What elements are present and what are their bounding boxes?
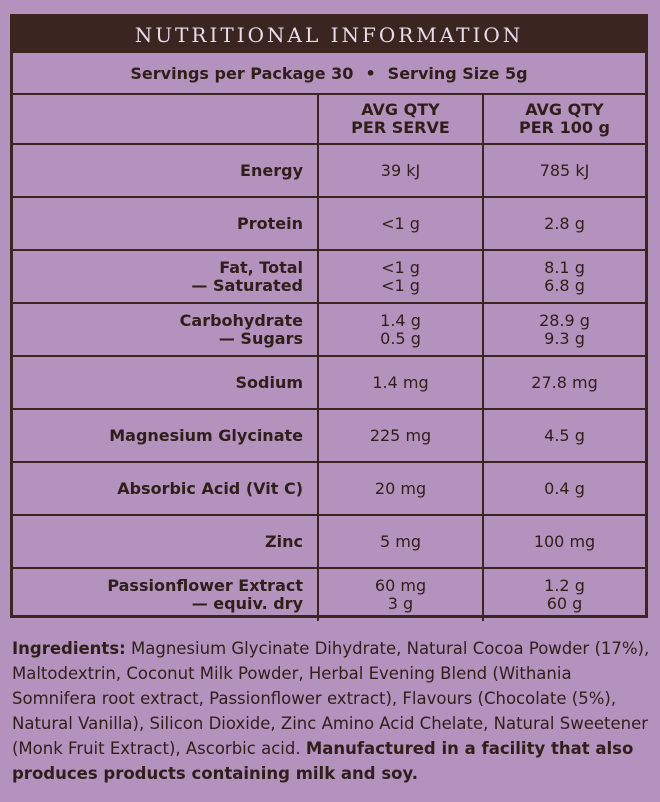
- header-blank: [13, 95, 319, 145]
- row-per-100g: 0.4 g: [482, 461, 645, 516]
- row-label: Zinc: [13, 514, 319, 569]
- row-per-serve: <1 g <1 g: [317, 249, 484, 304]
- table-row: Magnesium Glycinate 225 mg 4.5 g: [13, 408, 645, 463]
- row-per-100g: 8.1 g 6.8 g: [482, 249, 645, 304]
- header-per-100g: AVG QTY PER 100 g: [482, 95, 645, 145]
- row-per-100g-sub: 60 g: [546, 594, 583, 613]
- row-per-100g: 2.8 g: [482, 196, 645, 251]
- row-per-serve-main: 60 mg: [374, 576, 427, 595]
- row-per-serve-sub: <1 g: [381, 275, 420, 295]
- table-row: Carbohydrate — Sugars 1.4 g 0.5 g 28.9 g…: [13, 302, 645, 357]
- row-per-serve: 5 mg: [317, 514, 484, 569]
- ingredients-heading: Ingredients:: [12, 639, 126, 658]
- table-header-row: AVG QTY PER SERVE AVG QTY PER 100 g: [13, 95, 645, 145]
- row-label: Protein: [13, 196, 319, 251]
- row-label: Magnesium Glycinate: [13, 408, 319, 463]
- row-per-100g-sub: 9.3 g: [544, 328, 585, 348]
- row-per-serve: 225 mg: [317, 408, 484, 463]
- table-row: Fat, Total — Saturated <1 g <1 g 8.1 g 6…: [13, 249, 645, 304]
- row-per-serve-sub: 0.5 g: [380, 328, 421, 348]
- nutrition-table: AVG QTY PER SERVE AVG QTY PER 100 g Ener…: [13, 95, 645, 621]
- row-label: Passionflower Extract — equiv. dry: [13, 567, 319, 621]
- row-per-serve: <1 g: [317, 196, 484, 251]
- row-per-100g: 28.9 g 9.3 g: [482, 302, 645, 357]
- ingredients-paragraph: Ingredients: Magnesium Glycinate Dihydra…: [12, 636, 654, 786]
- row-label-sub: — Sugars: [218, 328, 303, 348]
- row-per-serve: 39 kJ: [317, 143, 484, 198]
- row-label: Fat, Total — Saturated: [13, 249, 319, 304]
- row-per-serve: 1.4 mg: [317, 355, 484, 410]
- row-per-100g-main: 28.9 g: [539, 310, 590, 330]
- row-label: Carbohydrate — Sugars: [13, 302, 319, 357]
- table-row: Sodium 1.4 mg 27.8 mg: [13, 355, 645, 410]
- nutrition-panel: NUTRITIONAL INFORMATION Servings per Pac…: [10, 14, 648, 621]
- row-per-100g-main: 8.1 g: [544, 257, 585, 277]
- table-row: Protein <1 g 2.8 g: [13, 196, 645, 251]
- servings-line: Servings per Package 30 • Serving Size 5…: [13, 53, 645, 95]
- servings-per-package: Servings per Package 30: [130, 63, 354, 83]
- row-label-sub: — Saturated: [191, 275, 303, 295]
- row-per-100g: 1.2 g 60 g: [482, 567, 645, 621]
- row-per-100g-main: 1.2 g: [544, 576, 585, 595]
- row-per-serve: 1.4 g 0.5 g: [317, 302, 484, 357]
- header-per-serve-line1: AVG QTY: [361, 100, 440, 119]
- row-label: Energy: [13, 143, 319, 198]
- row-per-100g: 27.8 mg: [482, 355, 645, 410]
- row-label: Sodium: [13, 355, 319, 410]
- allergen-statement: Manufactured in a facility that also pro…: [12, 739, 634, 783]
- header-per-serve: AVG QTY PER SERVE: [317, 95, 484, 145]
- row-label-sub: — equiv. dry: [191, 594, 303, 613]
- table-row: Energy 39 kJ 785 kJ: [13, 143, 645, 198]
- table-row: Absorbic Acid (Vit C) 20 mg 0.4 g: [13, 461, 645, 516]
- row-per-100g-sub: 6.8 g: [544, 275, 585, 295]
- header-per-serve-line2: PER SERVE: [351, 118, 450, 137]
- row-per-serve: 60 mg 3 g: [317, 567, 484, 621]
- row-label: Absorbic Acid (Vit C): [13, 461, 319, 516]
- header-per-100g-line1: AVG QTY: [525, 100, 604, 119]
- row-per-100g: 100 mg: [482, 514, 645, 569]
- row-per-serve-sub: 3 g: [387, 594, 414, 613]
- table-row: Zinc 5 mg 100 mg: [13, 514, 645, 569]
- row-label-main: Fat, Total: [219, 257, 303, 277]
- table-row: Passionflower Extract — equiv. dry 60 mg…: [13, 567, 645, 621]
- row-per-100g: 785 kJ: [482, 143, 645, 198]
- row-label-main: Carbohydrate: [179, 310, 303, 330]
- row-label-main: Passionflower Extract: [107, 576, 303, 595]
- row-per-100g: 4.5 g: [482, 408, 645, 463]
- row-per-serve: 20 mg: [317, 461, 484, 516]
- serving-size: Serving Size 5g: [387, 63, 528, 83]
- panel-title: NUTRITIONAL INFORMATION: [13, 17, 645, 53]
- ingredients-text: Magnesium Glycinate Dihydrate, Natural C…: [12, 639, 650, 758]
- separator-dot: •: [365, 63, 376, 83]
- row-per-serve-main: 1.4 g: [380, 310, 421, 330]
- header-per-100g-line2: PER 100 g: [519, 118, 610, 137]
- row-per-serve-main: <1 g: [381, 257, 420, 277]
